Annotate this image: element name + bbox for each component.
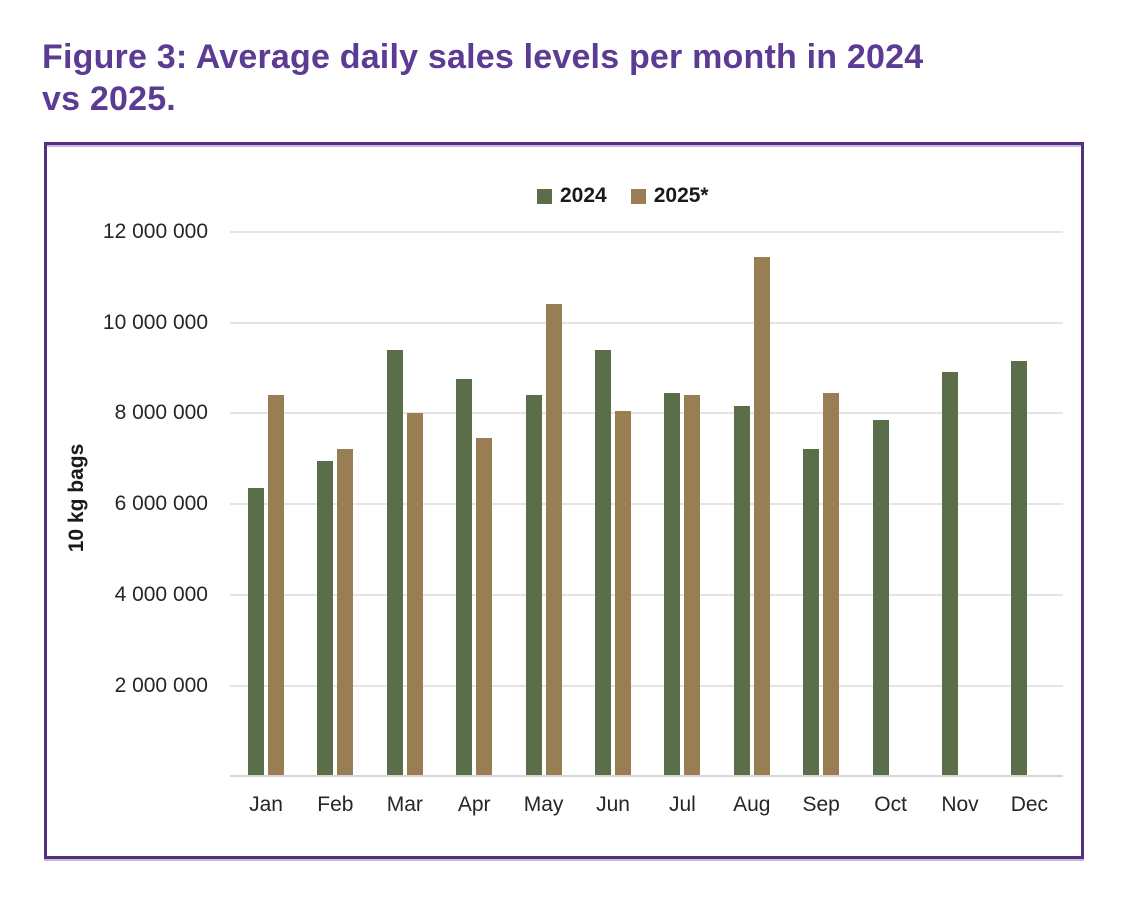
x-tick-label-aug: Aug [733, 793, 771, 816]
bar-2024-jun [595, 349, 611, 776]
bar-2025-feb [337, 449, 354, 776]
bar-2025-mar [406, 413, 423, 776]
bar-2024-jan [248, 488, 264, 776]
x-tick-label-feb: Feb [317, 793, 354, 816]
gridline-4000000 [230, 593, 1063, 596]
gridline-6000000 [230, 503, 1063, 506]
y-axis-title: 10 kg bags [65, 443, 88, 553]
bar-2024-feb [317, 460, 334, 776]
bar-2024-apr [456, 379, 473, 776]
bar-2025-apr [476, 438, 493, 776]
chart-legend: 2024 2025* [537, 184, 733, 208]
legend-swatch-2024 [537, 188, 552, 204]
bar-2024-jul [664, 392, 681, 776]
bar-2025-sep [823, 392, 840, 776]
x-tick-label-jun: Jun [596, 793, 630, 816]
bar-2024-oct [872, 420, 889, 776]
y-tick-label: 8 000 000 [114, 401, 208, 425]
legend-label-2025: 2025* [653, 184, 709, 207]
x-tick-label-nov: Nov [941, 793, 979, 816]
bar-2024-may [525, 395, 542, 776]
x-tick-label-apr: Apr [457, 793, 491, 816]
x-tick-label-jan: Jan [249, 793, 283, 816]
gridline-8000000 [230, 412, 1063, 415]
figure-title: Figure 3: Average daily sales levels per… [42, 36, 1062, 120]
x-tick-label-dec: Dec [1010, 793, 1049, 816]
y-tick-label: 10 000 000 [102, 310, 208, 334]
legend-label-2024: 2024 [560, 184, 607, 207]
gridline-2000000 [230, 684, 1063, 687]
gridline-12000000 [230, 231, 1063, 233]
bar-2025-jul [684, 395, 701, 776]
bar-2025-may [545, 304, 562, 776]
figure-title-line-1: Figure 3: Average daily sales levels per… [42, 38, 924, 76]
bar-2024-dec [1011, 361, 1028, 776]
figure-title-line-2: vs 2025. [42, 80, 176, 118]
x-tick-label-mar: Mar [386, 793, 423, 816]
y-tick-label: 4 000 000 [114, 582, 208, 606]
legend-item-2024: 2024 [537, 184, 607, 208]
x-tick-label-may: May [523, 793, 564, 816]
y-tick-label: 2 000 000 [114, 673, 208, 697]
x-tick-label-jul: Jul [668, 793, 696, 816]
bar-2024-aug [733, 406, 750, 776]
legend-item-2025: 2025* [630, 184, 709, 208]
x-tick-label-oct: Oct [874, 793, 907, 816]
y-tick-label: 12 000 000 [102, 220, 208, 243]
y-tick-label: 6 000 000 [114, 492, 208, 516]
plot-area: 2024 2025* 10 kg bags 12 000 000 10 000 0… [47, 145, 1081, 856]
bar-2024-nov [942, 372, 958, 776]
bar-2024-sep [803, 449, 820, 776]
bar-2025-jun [615, 410, 631, 776]
x-axis-line [230, 775, 1063, 777]
gridline-10000000 [230, 321, 1063, 324]
bar-2025-jan [268, 395, 284, 776]
bar-2024-mar [386, 349, 403, 776]
x-tick-label-sep: Sep [802, 793, 840, 816]
figure-box: 2024 2025* 10 kg bags 12 000 000 10 000 0… [44, 142, 1084, 859]
legend-swatch-2025 [630, 188, 646, 204]
bar-2025-aug [753, 256, 770, 776]
